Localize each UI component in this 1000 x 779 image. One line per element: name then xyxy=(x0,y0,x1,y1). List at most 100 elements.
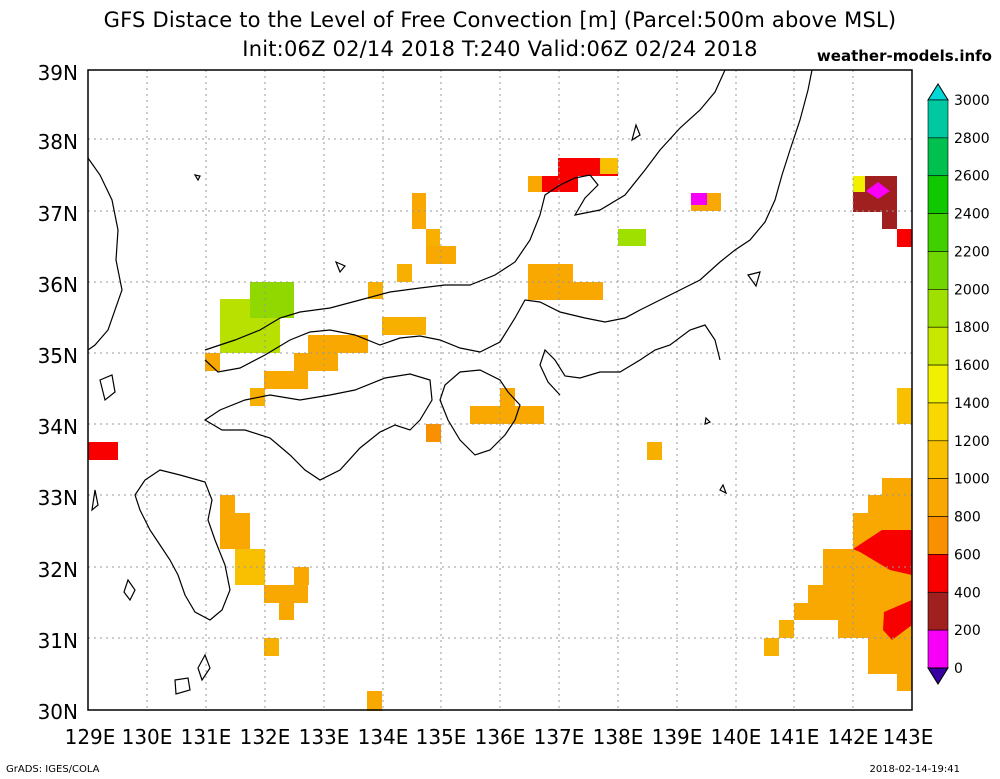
lfc-cell xyxy=(264,585,308,603)
lfc-cell xyxy=(897,229,912,247)
footer-credit: GrADS: IGES/COLA xyxy=(6,764,100,775)
lfc-cell xyxy=(382,317,426,335)
lat-label: 33N xyxy=(38,486,78,510)
colorbar: 3000280026002400220020001800160014001200… xyxy=(927,83,990,685)
lfc-cell xyxy=(866,182,890,199)
lfc-cell xyxy=(220,495,235,549)
colorbar-box xyxy=(927,175,949,214)
lfc-cell xyxy=(600,158,618,174)
colorbar-box xyxy=(927,591,949,631)
lon-label: 130E xyxy=(122,725,173,749)
lfc-cell xyxy=(88,442,118,460)
lon-label: 136E xyxy=(475,725,526,749)
colorbar-label: 1200 xyxy=(954,434,990,450)
lfc-cell xyxy=(691,193,707,205)
colorbar-label: 1000 xyxy=(954,472,990,488)
colorbar-label: 1800 xyxy=(954,320,990,336)
lon-label: 142E xyxy=(828,725,879,749)
lat-label: 34N xyxy=(38,415,78,439)
lfc-cell xyxy=(294,567,309,585)
colorbar-label: 3000 xyxy=(954,93,990,109)
colorbar-label: 2800 xyxy=(954,131,990,147)
colorbar-label: 800 xyxy=(954,510,981,526)
site-credit: weather-models.info xyxy=(816,47,992,65)
colorbar-box xyxy=(927,478,949,517)
colorbar-box xyxy=(927,251,949,290)
lfc-cell xyxy=(897,388,912,424)
lfc-cell xyxy=(250,282,294,318)
grid-lines xyxy=(88,70,912,710)
lfc-cell xyxy=(573,282,603,300)
lfc-cell xyxy=(294,353,338,371)
map-frame xyxy=(87,69,913,711)
colorbar-label: 2200 xyxy=(954,244,990,260)
colorbar-label: 2600 xyxy=(954,169,990,185)
lfc-cell xyxy=(235,513,250,549)
colorbar-label: 0 xyxy=(954,661,963,677)
lfc-cell xyxy=(426,246,456,264)
lfc-cell xyxy=(279,603,294,620)
colorbar-box xyxy=(927,440,949,479)
coastlines xyxy=(87,69,813,695)
lfc-cell xyxy=(264,371,308,389)
lon-label: 140E xyxy=(711,725,762,749)
colorbar-box xyxy=(927,554,949,593)
lon-label: 134E xyxy=(358,725,409,749)
lat-label: 35N xyxy=(38,344,78,368)
lfc-cell xyxy=(883,600,912,640)
lat-label: 38N xyxy=(38,130,78,154)
lon-labels: 129E 130E 131E 132E 133E 134E 135E 136E … xyxy=(65,725,934,749)
lon-label: 135E xyxy=(416,725,467,749)
lon-label: 139E xyxy=(652,725,703,749)
lfc-cell xyxy=(647,442,662,460)
colorbar-top-arrow xyxy=(927,83,949,101)
map-subtitle: Init:06Z 02/14 2018 T:240 Valid:06Z 02/2… xyxy=(242,37,758,61)
lfc-cell xyxy=(764,638,779,656)
colorbar-box xyxy=(927,516,949,555)
colorbar-box xyxy=(927,137,949,177)
colorbar-box xyxy=(927,326,949,366)
lon-label: 133E xyxy=(299,725,350,749)
colorbar-box xyxy=(927,213,949,252)
lon-label: 131E xyxy=(181,725,232,749)
colorbar-box xyxy=(927,289,949,328)
lfc-cell xyxy=(470,406,544,424)
lat-label: 39N xyxy=(38,61,78,85)
lon-label: 143E xyxy=(883,725,934,749)
lon-label: 132E xyxy=(240,725,291,749)
lfc-cell xyxy=(264,638,279,656)
colorbar-box xyxy=(927,99,949,139)
colorbar-label: 1400 xyxy=(954,396,990,412)
lat-labels: 39N 38N 37N 36N 35N 34N 33N 32N 31N 30N xyxy=(38,61,78,724)
lfc-cell xyxy=(205,353,220,371)
colorbar-label: 2000 xyxy=(954,282,990,298)
lat-label: 31N xyxy=(38,629,78,653)
lfc-cell xyxy=(853,530,912,575)
lat-label: 32N xyxy=(38,558,78,582)
lat-label: 36N xyxy=(38,273,78,297)
lat-label: 30N xyxy=(38,700,78,724)
lat-label: 37N xyxy=(38,202,78,226)
colorbar-label: 400 xyxy=(954,585,981,601)
lfc-cell xyxy=(779,620,794,638)
lfc-cell xyxy=(426,229,440,247)
lon-label: 138E xyxy=(593,725,644,749)
colorbar-bottom-arrow xyxy=(927,667,949,685)
lfc-cell xyxy=(500,388,515,406)
lon-label: 141E xyxy=(769,725,820,749)
lfc-cell xyxy=(618,229,646,246)
lfc-cell xyxy=(882,211,897,229)
lon-label: 129E xyxy=(65,725,116,749)
colorbar-label: 1600 xyxy=(954,358,990,374)
lon-label: 137E xyxy=(534,725,585,749)
lfc-cell xyxy=(426,424,441,442)
colorbar-label: 200 xyxy=(954,623,981,639)
colorbar-box xyxy=(927,402,949,442)
footer-timestamp: 2018-02-14-19:41 xyxy=(869,764,960,775)
colorbar-box xyxy=(927,364,949,404)
map-title: GFS Distace to the Level of Free Convect… xyxy=(103,8,897,32)
lfc-cell xyxy=(397,264,412,282)
lfc-cell xyxy=(367,691,382,711)
lfc-cell xyxy=(853,176,865,192)
